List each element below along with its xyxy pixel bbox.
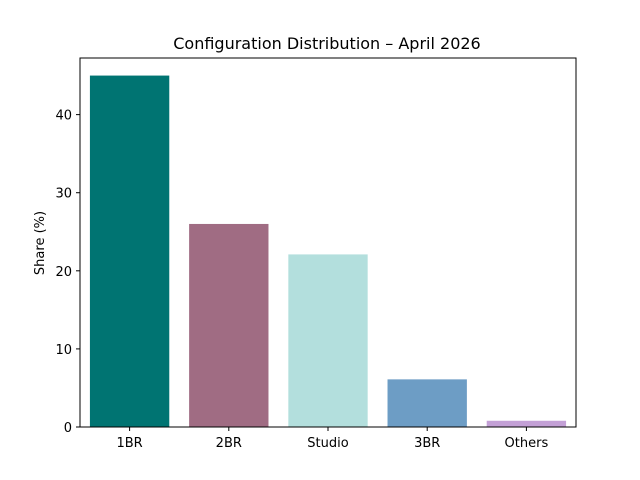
bars-group — [89, 75, 567, 428]
bar-others — [486, 420, 567, 427]
bar-studio — [288, 254, 368, 427]
x-tick-label: Studio — [307, 436, 348, 451]
x-tick-label: 2BR — [216, 436, 242, 451]
plot-frame — [79, 57, 577, 428]
x-tick-label: 1BR — [116, 436, 142, 451]
bar-2br — [189, 223, 269, 427]
y-tick-label: 10 — [55, 343, 72, 358]
y-tick-label: 40 — [55, 109, 72, 124]
y-axis-ticks: 0 10 20 30 40 — [55, 109, 80, 436]
x-axis-ticks: 1BR 2BR Studio 3BR Others — [116, 427, 548, 451]
x-tick-label: Others — [505, 436, 549, 451]
y-tick-label: 0 — [64, 421, 72, 436]
y-axis-label: Share (%) — [33, 211, 48, 275]
bar-1br — [89, 75, 170, 428]
chart-title: Configuration Distribution – April 2026 — [173, 34, 480, 53]
y-tick-label: 20 — [55, 265, 72, 280]
y-tick-label: 30 — [55, 187, 72, 202]
bar-3br — [387, 379, 467, 427]
x-tick-label: 3BR — [414, 436, 440, 451]
